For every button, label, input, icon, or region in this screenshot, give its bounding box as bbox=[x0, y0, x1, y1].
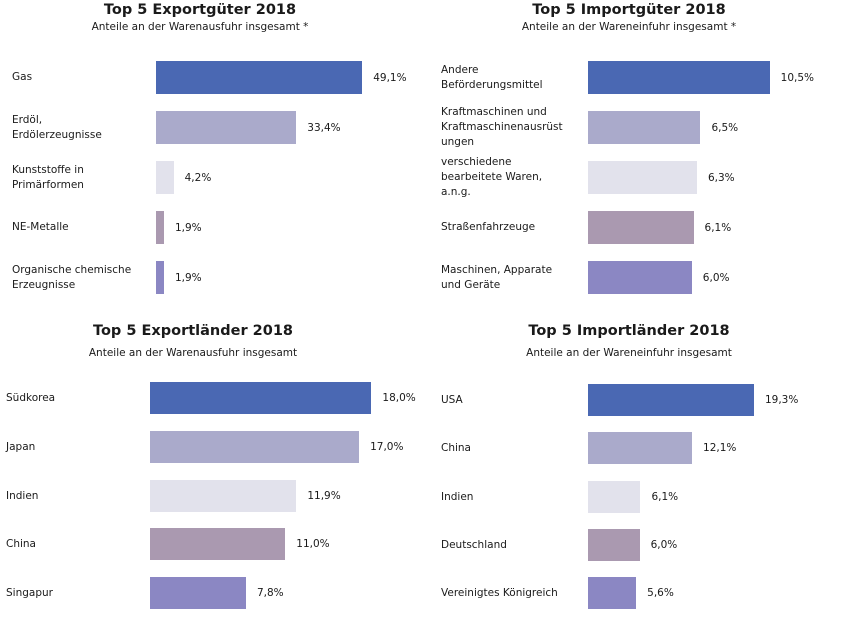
category-label: verschiedene bearbeitete Waren, a.n.g. bbox=[441, 156, 543, 198]
category-label: Organische chemische Erzeugnisse bbox=[12, 263, 132, 291]
bar bbox=[588, 384, 754, 416]
category-label: Vereinigtes Königreich bbox=[441, 586, 558, 599]
data-label: 6,3% bbox=[707, 171, 735, 184]
bar bbox=[156, 111, 297, 144]
chart-title: Top 5 Importländer 2018 bbox=[528, 323, 730, 339]
bar bbox=[588, 61, 770, 94]
data-label: 11,9% bbox=[307, 490, 341, 502]
bar bbox=[150, 480, 297, 512]
data-label: 10,5% bbox=[780, 71, 814, 84]
category-label: Erdöl, Erdölerzeugnisse bbox=[12, 113, 102, 141]
bar bbox=[588, 529, 640, 561]
bar bbox=[588, 261, 692, 294]
data-label: 6,0% bbox=[702, 271, 730, 284]
bar bbox=[156, 261, 164, 294]
category-label: Straßenfahrzeuge bbox=[441, 221, 536, 233]
data-label: 7,8% bbox=[256, 587, 284, 599]
bar bbox=[156, 211, 164, 244]
category-label: Südkorea bbox=[6, 391, 56, 404]
chart-subtitle: Anteile an der Warenausfuhr insgesamt bbox=[88, 347, 298, 359]
data-label: 1,9% bbox=[174, 221, 202, 234]
category-label: Maschinen, Apparate und Geräte bbox=[441, 263, 553, 291]
data-label: 5,6% bbox=[647, 587, 674, 599]
category-label: Kunststoffe in Primärformen bbox=[12, 163, 84, 191]
category-label: Kraftmaschinen und Kraftmaschinenausrüst… bbox=[441, 106, 563, 148]
bar bbox=[588, 111, 701, 144]
bar bbox=[156, 161, 174, 194]
category-label: Japan bbox=[6, 440, 36, 453]
data-label: 11,0% bbox=[296, 538, 330, 550]
chart-subtitle: Anteile an der Warenausfuhr insgesamt * bbox=[91, 21, 309, 33]
bar bbox=[150, 577, 246, 609]
chart-title: Top 5 Importgüter 2018 bbox=[532, 2, 726, 18]
category-label: China bbox=[441, 441, 471, 454]
bar bbox=[588, 161, 697, 194]
data-label: 6,5% bbox=[711, 121, 739, 134]
data-label: 6,0% bbox=[650, 539, 678, 551]
data-label: 19,3% bbox=[764, 394, 799, 406]
bar bbox=[588, 211, 694, 244]
category-label: NE-Metalle bbox=[12, 221, 69, 233]
data-label: 17,0% bbox=[370, 441, 404, 453]
chart-subtitle: Anteile an der Wareneinfuhr insgesamt bbox=[526, 347, 732, 359]
category-label: Indien bbox=[441, 490, 474, 503]
category-label: Indien bbox=[6, 489, 39, 502]
chart-subtitle: Anteile an der Wareneinfuhr insgesamt * bbox=[521, 21, 737, 33]
category-label: Singapur bbox=[6, 586, 53, 599]
category-label: China bbox=[6, 537, 36, 550]
data-label: 1,9% bbox=[174, 271, 202, 284]
data-label: 12,1% bbox=[703, 442, 737, 454]
bar bbox=[150, 528, 286, 560]
data-label: 4,2% bbox=[184, 171, 212, 184]
data-label: 6,1% bbox=[651, 491, 679, 503]
data-label: 33,4% bbox=[307, 121, 341, 134]
category-label: Gas bbox=[12, 71, 33, 83]
bar bbox=[588, 481, 641, 513]
data-label: 18,0% bbox=[382, 392, 416, 404]
data-label: 6,1% bbox=[704, 221, 732, 234]
bar bbox=[150, 382, 372, 414]
chart-title: Top 5 Exportländer 2018 bbox=[92, 323, 294, 339]
category-label: Andere Beförderungsmittel bbox=[441, 63, 543, 91]
data-label: 49,1% bbox=[373, 71, 407, 84]
bar bbox=[156, 61, 363, 94]
category-label: Deutschland bbox=[441, 538, 507, 551]
bar bbox=[588, 577, 637, 609]
chart-title: Top 5 Exportgüter 2018 bbox=[103, 2, 297, 18]
bar bbox=[588, 432, 693, 464]
bar bbox=[150, 431, 360, 463]
category-label: USA bbox=[441, 393, 463, 406]
